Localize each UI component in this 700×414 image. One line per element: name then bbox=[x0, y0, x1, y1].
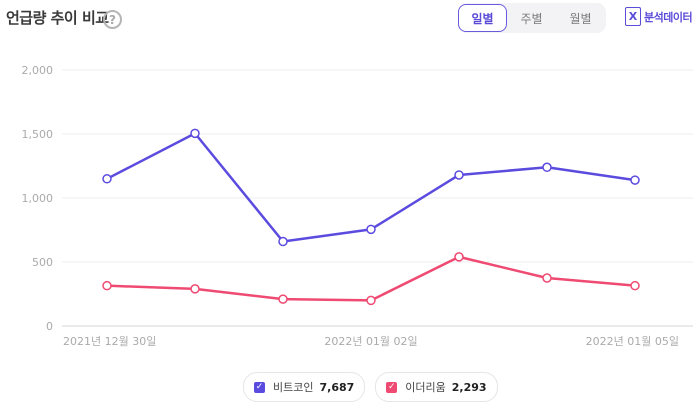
legend-item-bitcoin[interactable]: ✓ 비트코인 7,687 bbox=[243, 372, 366, 402]
data-point bbox=[366, 295, 376, 306]
y-tick-label: 1,000 bbox=[22, 192, 54, 205]
legend-item-ethereum[interactable]: ✓ 이더리움 2,293 bbox=[375, 372, 498, 402]
data-point bbox=[454, 252, 464, 262]
y-tick-label: 500 bbox=[32, 256, 53, 269]
series-line-1 bbox=[106, 255, 636, 302]
data-point bbox=[278, 294, 288, 304]
help-icon[interactable]: ? bbox=[103, 10, 122, 29]
tab-daily[interactable]: 일별 bbox=[458, 4, 507, 32]
data-point bbox=[366, 224, 376, 235]
page-title: 언급량 추이 비교 bbox=[6, 9, 109, 27]
tab-weekly[interactable]: 주별 bbox=[520, 11, 543, 26]
data-point bbox=[630, 175, 640, 185]
export-data-label: 분석데이터 bbox=[644, 10, 693, 24]
legend-checkbox-bitcoin[interactable]: ✓ bbox=[254, 381, 265, 393]
legend-total: 7,687 bbox=[319, 380, 355, 394]
legend-label: 비트코인 bbox=[273, 381, 314, 394]
data-point bbox=[630, 280, 640, 291]
tab-monthly[interactable]: 월별 bbox=[569, 11, 592, 26]
data-point bbox=[542, 162, 552, 173]
chart-legend: ✓ 비트코인 7,687 ✓ 이더리움 2,293 bbox=[243, 372, 498, 402]
line-chart: 2,000 1,500 1,000 500 0 2021년 12월 30일 2022년 01… bbox=[22, 64, 693, 348]
data-point bbox=[102, 280, 112, 291]
legend-label: 이더리움 bbox=[405, 381, 446, 394]
x-tick-label: 2021년 12월 30일 bbox=[63, 334, 156, 348]
y-tick-label: 1,500 bbox=[22, 128, 54, 141]
legend-checkbox-ethereum[interactable]: ✓ bbox=[386, 381, 398, 393]
data-point bbox=[454, 170, 464, 180]
data-point bbox=[542, 273, 552, 283]
excel-icon: X bbox=[625, 7, 641, 26]
y-tick-label: 0 bbox=[46, 320, 53, 333]
data-point bbox=[190, 284, 200, 294]
period-tabs: 일별 주별 월별 bbox=[458, 3, 606, 33]
x-tick-label: 2022년 01월 02일 bbox=[324, 334, 417, 348]
data-point bbox=[190, 128, 200, 139]
data-point bbox=[278, 236, 288, 247]
export-data-button[interactable]: X 분석데이터 bbox=[625, 7, 693, 26]
x-tick-label: 2022년 01월 05일 bbox=[586, 334, 679, 348]
legend-total: 2,293 bbox=[451, 380, 487, 394]
data-point bbox=[102, 174, 112, 184]
y-tick-label: 2,000 bbox=[22, 64, 54, 77]
